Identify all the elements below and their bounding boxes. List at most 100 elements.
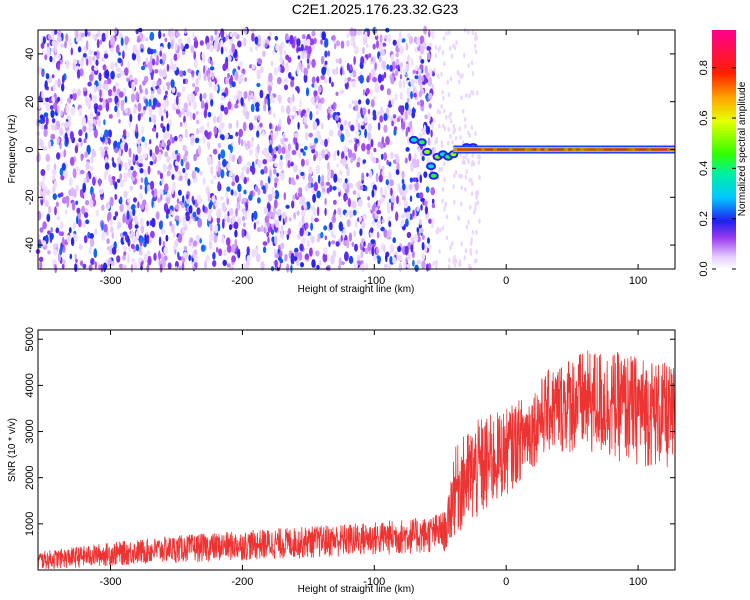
- heatmap-cell: [266, 231, 270, 238]
- heatmap-cell: [163, 246, 168, 255]
- heatmap-cell: [85, 132, 88, 140]
- heatmap-cell: [199, 126, 204, 134]
- heatmap-cell: [201, 52, 205, 60]
- heatmap-cell: [158, 236, 162, 246]
- heatmap-cell: [294, 251, 299, 257]
- heatmap-cell: [152, 80, 156, 90]
- heatmap-cell: [159, 58, 163, 65]
- heatmap-cell: [136, 138, 141, 145]
- heatmap-cell: [431, 121, 434, 130]
- heatmap-cell: [404, 157, 408, 164]
- heatmap-cell: [321, 187, 326, 193]
- heatmap-cell: [418, 147, 421, 153]
- heatmap-cell: [145, 98, 149, 108]
- heatmap-cell: [86, 40, 89, 51]
- heatmap-cell: [327, 67, 330, 76]
- heatmap-cell: [207, 111, 212, 118]
- heatmap-cell: [128, 246, 132, 252]
- heatmap-cell: [177, 256, 183, 261]
- heatmap-cell: [386, 64, 390, 70]
- heatmap-cell: [320, 231, 324, 239]
- heatmap-cell: [114, 147, 119, 154]
- heatmap-cell: [399, 62, 404, 68]
- heatmap-cell: [255, 44, 259, 52]
- heatmap-cell: [184, 128, 188, 139]
- heatmap-cell: [248, 93, 251, 102]
- heatmap-cell: [213, 41, 218, 50]
- snr-y-tick-label: 2000: [24, 465, 36, 489]
- heatmap-cell: [475, 258, 478, 264]
- heatmap-cell: [149, 111, 153, 118]
- heatmap-cell: [349, 64, 353, 71]
- heatmap-cell: [377, 122, 381, 131]
- heatmap-cell: [370, 239, 376, 245]
- heatmap-cell: [192, 101, 197, 110]
- heatmap-cell: [88, 74, 94, 82]
- heatmap-cell: [63, 169, 68, 179]
- heatmap-cell: [458, 79, 461, 85]
- heatmap-cell: [107, 97, 113, 103]
- heatmap-cell: [333, 199, 337, 205]
- heatmap-cell: [381, 136, 385, 144]
- heatmap-cell: [476, 90, 479, 96]
- heatmap-cell: [262, 241, 268, 246]
- heatmap-cell: [423, 171, 428, 179]
- heatmap-cell: [251, 137, 255, 142]
- heatmap-cell: [123, 87, 126, 97]
- heatmap-cell: [338, 170, 343, 176]
- heatmap-cell: [302, 238, 306, 244]
- heatmap-cell: [52, 174, 55, 181]
- heatmap-cell: [236, 200, 241, 211]
- heatmap-cell: [401, 196, 406, 201]
- heatmap-cell: [170, 223, 175, 233]
- heatmap-cell: [268, 86, 271, 97]
- heatmap-cell: [249, 140, 254, 148]
- heatmap-cell: [333, 173, 338, 183]
- heatmap-cell: [193, 51, 196, 60]
- heatmap-cell: [135, 154, 139, 161]
- heatmap-cell: [667, 148, 672, 151]
- heatmap-cell: [109, 219, 113, 226]
- heatmap-cell: [130, 166, 134, 171]
- heatmap-cell: [177, 233, 183, 243]
- heatmap-cell: [425, 186, 430, 193]
- heatmap-cell: [442, 123, 445, 129]
- heatmap-cell: [376, 210, 382, 215]
- heatmap-cell: [221, 234, 225, 244]
- heatmap-cell: [118, 119, 121, 124]
- heatmap-cell: [313, 181, 318, 192]
- heatmap-cell: [208, 239, 213, 250]
- heatmap-cell: [157, 170, 161, 175]
- heatmap-cell: [452, 43, 455, 49]
- heatmap-cell: [170, 79, 175, 88]
- heatmap-cell: [305, 87, 310, 97]
- heatmap-cell: [215, 246, 219, 253]
- heatmap-cell: [266, 93, 270, 100]
- heatmap-cell: [449, 45, 452, 51]
- heatmap-cell: [176, 198, 180, 204]
- heatmap-cell: [334, 114, 339, 121]
- heatmap-cell: [117, 57, 122, 64]
- heatmap-cell: [465, 93, 468, 98]
- heatmap-cell: [182, 51, 185, 56]
- heatmap-cell: [446, 79, 449, 85]
- heatmap-cell: [137, 113, 141, 122]
- heatmap-cell: [129, 185, 133, 191]
- heatmap-cell: [405, 211, 411, 220]
- colorbar-tick-label: 0.6: [698, 110, 710, 125]
- heatmap-cell: [464, 154, 467, 160]
- heatmap-cell: [105, 69, 110, 80]
- heatmap-cell: [416, 101, 421, 106]
- heatmap-cell: [127, 198, 131, 204]
- heatmap-cell: [463, 53, 466, 58]
- heatmap-cell: [87, 97, 91, 106]
- heatmap-cell: [156, 211, 160, 220]
- heatmap-cell: [273, 154, 277, 159]
- heatmap-cell: [151, 217, 156, 228]
- heatmap-cell: [419, 174, 423, 184]
- heatmap-cell: [381, 165, 385, 170]
- heatmap-cell: [308, 166, 313, 176]
- heatmap-cell: [430, 220, 435, 229]
- heatmap-cell: [197, 71, 202, 81]
- heatmap-cell: [474, 31, 477, 37]
